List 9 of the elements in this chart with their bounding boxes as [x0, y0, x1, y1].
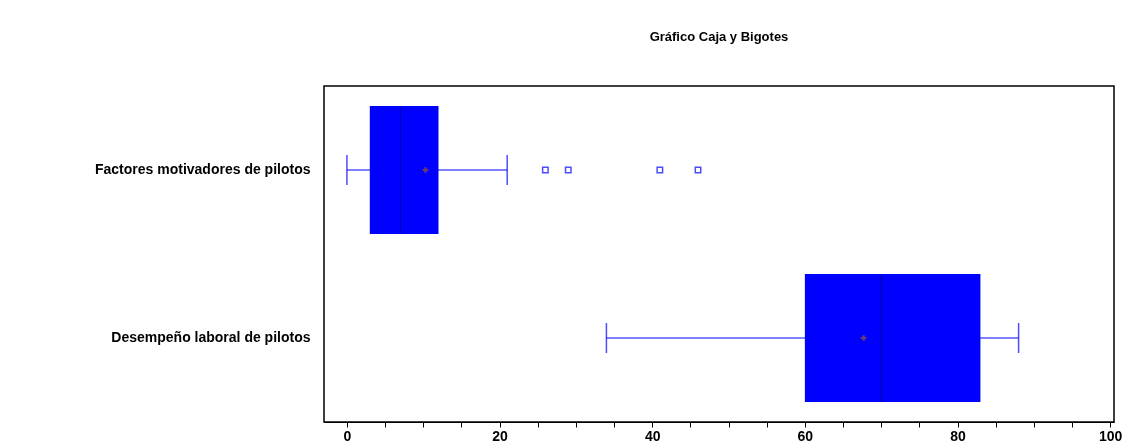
x-tick-label: 60 [797, 427, 814, 444]
x-tick-label: 40 [644, 427, 661, 444]
y-tick-label: Desempeño laboral de pilotos [111, 329, 311, 345]
x-tick-label: 100 [1099, 427, 1123, 444]
x-tick-label: 20 [492, 427, 509, 444]
chart-title: Gráfico Caja y Bigotes [649, 29, 789, 44]
y-tick-label: Factores motivadores de pilotos [95, 161, 311, 177]
x-tick-label: 80 [950, 427, 967, 444]
x-tick-label: 0 [343, 427, 352, 444]
